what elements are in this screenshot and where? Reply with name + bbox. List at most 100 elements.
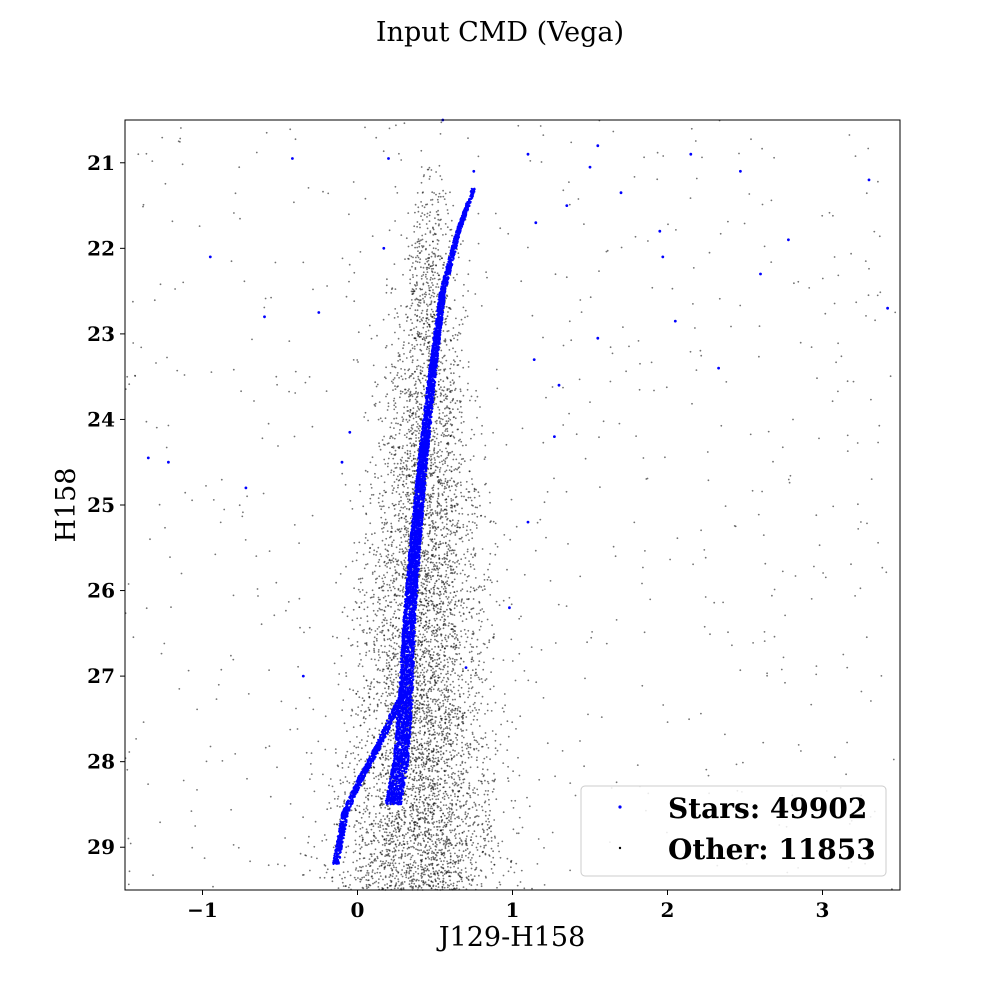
- other-point: [395, 673, 397, 676]
- other-point: [380, 802, 383, 805]
- other-point: [447, 564, 449, 566]
- other-point: [429, 464, 432, 467]
- other-point: [432, 804, 435, 807]
- other-point: [366, 830, 369, 833]
- other-point: [431, 648, 433, 650]
- other-point: [390, 692, 393, 694]
- other-point: [438, 479, 440, 481]
- other-point: [429, 654, 432, 656]
- other-point: [378, 626, 380, 628]
- other-point: [352, 726, 355, 729]
- other-point: [400, 476, 402, 479]
- other-point: [437, 571, 440, 574]
- other-point: [453, 663, 456, 666]
- other-point: [451, 519, 454, 522]
- other-point: [363, 711, 366, 713]
- other-point: [441, 644, 444, 647]
- other-point: [469, 711, 472, 714]
- other-point: [446, 442, 449, 445]
- other-point: [484, 790, 487, 792]
- other-point: [419, 418, 422, 421]
- other-point: [415, 681, 418, 683]
- other-point: [434, 785, 436, 787]
- other-point: [363, 629, 365, 631]
- other-point: [421, 219, 424, 221]
- other-point: [398, 813, 400, 816]
- other-point: [447, 665, 449, 668]
- other-point: [420, 564, 423, 567]
- other-point: [403, 406, 406, 409]
- other-point: [453, 578, 456, 581]
- other-point: [433, 192, 435, 194]
- other-point: [440, 580, 443, 582]
- other-point: [412, 457, 415, 460]
- other-point: [446, 713, 449, 716]
- other-point: [351, 560, 354, 563]
- other-point: [433, 435, 436, 438]
- other-point: [455, 653, 457, 655]
- other-point: [419, 570, 422, 572]
- other-point: [425, 623, 428, 626]
- other-point: [312, 708, 315, 711]
- other-point: [430, 638, 432, 641]
- other-point: [445, 406, 448, 409]
- other-point: [472, 823, 474, 826]
- other-point: [401, 467, 403, 470]
- other-point: [448, 712, 450, 714]
- other-point: [413, 473, 415, 475]
- other-point: [414, 626, 417, 629]
- other-point: [405, 802, 408, 805]
- other-point: [446, 670, 449, 673]
- other-point: [398, 323, 401, 326]
- other-point: [429, 719, 432, 722]
- other-point: [343, 802, 346, 805]
- other-point: [380, 773, 383, 776]
- other-point: [398, 551, 401, 553]
- other-point: [419, 684, 422, 687]
- other-point: [371, 877, 374, 880]
- other-point: [447, 311, 449, 313]
- other-point: [379, 448, 382, 451]
- other-point: [372, 596, 375, 598]
- other-point: [428, 287, 431, 289]
- other-point: [426, 584, 428, 587]
- other-point: [408, 254, 411, 257]
- other-point: [415, 879, 418, 882]
- other-point: [382, 828, 385, 830]
- other-point: [415, 256, 417, 259]
- other-point: [365, 563, 367, 566]
- other-point: [356, 736, 358, 738]
- other-point: [316, 857, 318, 860]
- other-point: [455, 764, 458, 766]
- other-point: [400, 496, 402, 499]
- other-point: [333, 823, 336, 826]
- other-point: [493, 835, 496, 838]
- other-point: [434, 582, 436, 585]
- other-point: [398, 856, 400, 859]
- other-point: [448, 707, 450, 710]
- other-point: [363, 594, 366, 596]
- other-point: [445, 793, 448, 795]
- other-point: [405, 418, 408, 421]
- other-point: [427, 778, 430, 781]
- other-point: [471, 844, 473, 846]
- other-point: [447, 715, 450, 718]
- other-point: [376, 550, 378, 553]
- other-point: [346, 750, 349, 753]
- other-point: [419, 258, 422, 261]
- other-point: [406, 460, 409, 463]
- other-point: [391, 747, 394, 750]
- other-point: [454, 603, 457, 605]
- other-point: [479, 609, 482, 612]
- other-point: [387, 687, 390, 690]
- other-point: [399, 429, 401, 431]
- other-point: [390, 734, 393, 737]
- other-point: [401, 470, 404, 473]
- other-point: [440, 738, 443, 741]
- other-point: [474, 522, 476, 524]
- other-point: [456, 880, 459, 883]
- other-point: [377, 778, 380, 781]
- other-point: [342, 885, 345, 887]
- other-point: [454, 468, 457, 470]
